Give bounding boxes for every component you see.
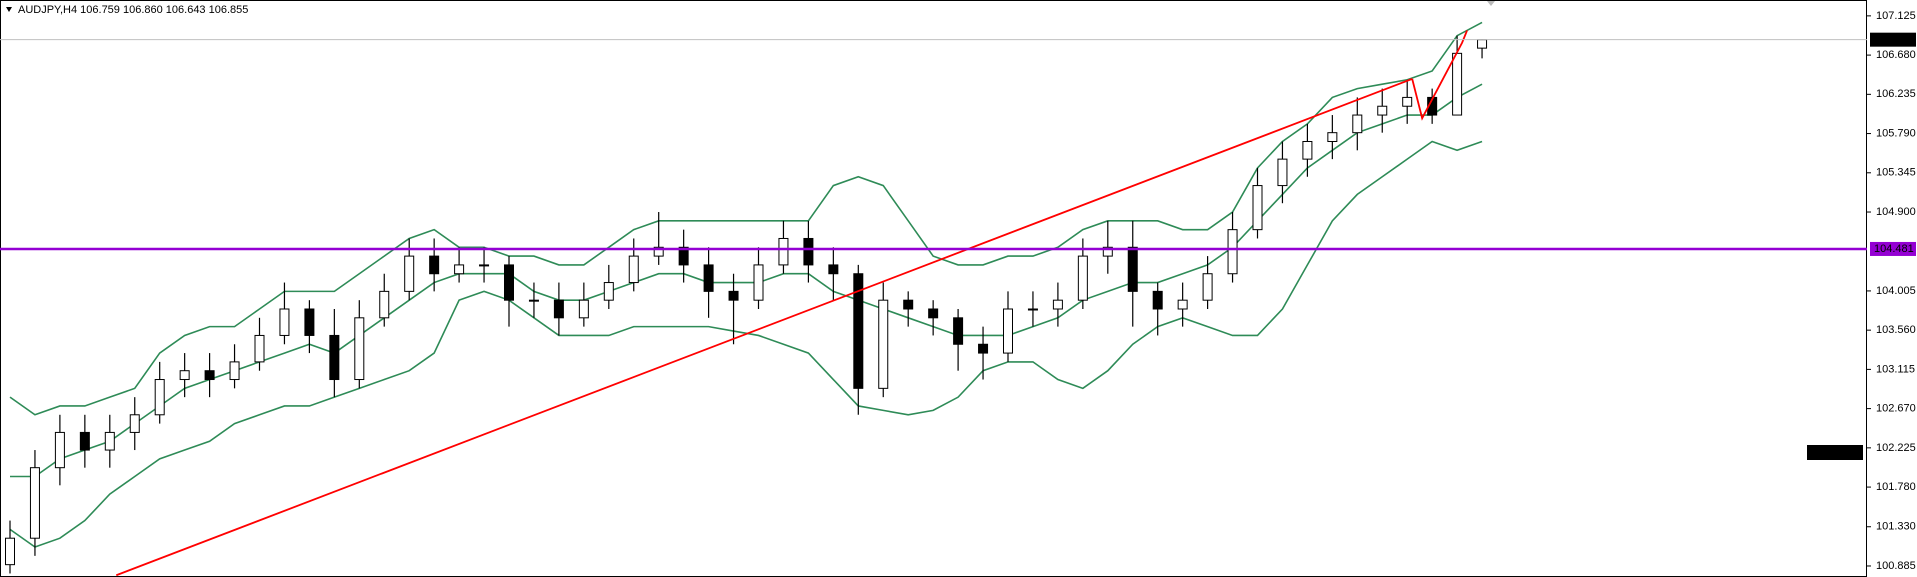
candle-body — [978, 343, 989, 354]
candle-body — [5, 537, 15, 566]
candle-body — [179, 370, 190, 381]
candle-body — [853, 273, 864, 389]
candle-body — [204, 370, 215, 381]
y-tick-label: 101.780 — [1876, 481, 1916, 493]
candle-body — [753, 264, 764, 301]
indicator-box — [1807, 445, 1863, 460]
candle-body — [1277, 158, 1288, 187]
candle-body — [404, 255, 415, 292]
level-label: 104.481 — [1874, 243, 1914, 255]
y-tick-label: 101.330 — [1876, 521, 1916, 533]
candle-body — [29, 467, 40, 539]
candle-body — [1077, 255, 1088, 301]
candle-body — [1003, 308, 1013, 354]
y-tick-label: 102.670 — [1876, 403, 1916, 415]
candle-body — [1177, 299, 1188, 310]
candle-body — [1052, 299, 1063, 310]
candle-body — [728, 290, 739, 301]
candle-body — [1127, 246, 1138, 292]
candle-body — [703, 264, 714, 292]
price-label: 106.855 — [1874, 34, 1914, 46]
candle-body — [79, 431, 90, 451]
candle-body — [304, 308, 315, 336]
candle-body — [479, 264, 490, 267]
y-tick-label: 105.790 — [1876, 127, 1916, 139]
candle-body — [778, 237, 789, 266]
candle-body — [678, 246, 689, 266]
price-label-box — [1870, 32, 1916, 47]
candle-body — [154, 379, 165, 416]
candle-body — [1227, 229, 1238, 275]
candle-body — [54, 431, 65, 469]
trendline — [115, 78, 1413, 577]
candle-body — [379, 290, 390, 319]
candle-body — [1252, 185, 1263, 231]
y-tick-label: 103.560 — [1876, 324, 1916, 336]
candle-body — [1152, 290, 1163, 310]
collapse-arrow[interactable] — [6, 7, 12, 12]
candle-body — [1377, 105, 1388, 116]
shift-marker — [1487, 1, 1495, 6]
indicator-note: BB ON — [1818, 447, 1852, 459]
y-tick-label: 104.900 — [1876, 206, 1916, 218]
candle-body — [1327, 132, 1338, 142]
candle-body — [878, 299, 889, 389]
candle-body — [803, 237, 814, 266]
candle-body — [653, 246, 664, 257]
y-tick-label: 102.225 — [1876, 442, 1916, 454]
y-tick-label: 105.345 — [1876, 167, 1916, 179]
candle-body — [1027, 308, 1038, 311]
candle-body — [603, 282, 614, 301]
candle-body — [229, 361, 240, 381]
y-tick-label: 106.235 — [1876, 88, 1916, 100]
candle-body — [1477, 39, 1488, 49]
plot-frame — [0, 0, 1867, 577]
candle-body — [429, 255, 440, 275]
candle-body — [1452, 52, 1463, 116]
candle-body — [279, 308, 290, 336]
candle-body — [828, 264, 839, 275]
candle-body — [454, 264, 465, 275]
candle-body — [254, 334, 265, 363]
y-tick-label: 104.005 — [1876, 285, 1916, 297]
candle-body — [1302, 140, 1313, 160]
candle-body — [1202, 273, 1213, 301]
candle-body — [104, 431, 115, 451]
chart-title: AUDJPY,H4 106.759 106.860 106.643 106.85… — [18, 4, 248, 16]
candle-body — [628, 255, 639, 284]
bollinger-band — [9, 21, 1483, 416]
level-label-box — [1870, 241, 1916, 256]
candle-body — [553, 299, 564, 319]
candle-body — [578, 299, 589, 319]
candle-body — [928, 308, 939, 319]
y-tick-label: 107.125 — [1876, 10, 1916, 22]
candle-body — [1402, 96, 1413, 107]
y-tick-label: 103.115 — [1876, 363, 1915, 375]
y-tick-label: 106.680 — [1876, 49, 1916, 61]
candle-body — [1102, 246, 1113, 257]
candle-body — [129, 414, 140, 433]
y-tick-label: 100.885 — [1876, 560, 1916, 572]
candle-body — [953, 317, 964, 345]
trendline — [1411, 30, 1468, 121]
candle-body — [1352, 114, 1363, 134]
candle-body — [903, 299, 914, 310]
candle-body — [504, 264, 514, 301]
candle-body — [354, 317, 365, 381]
candle-body — [528, 299, 539, 302]
candle-body — [329, 334, 340, 381]
